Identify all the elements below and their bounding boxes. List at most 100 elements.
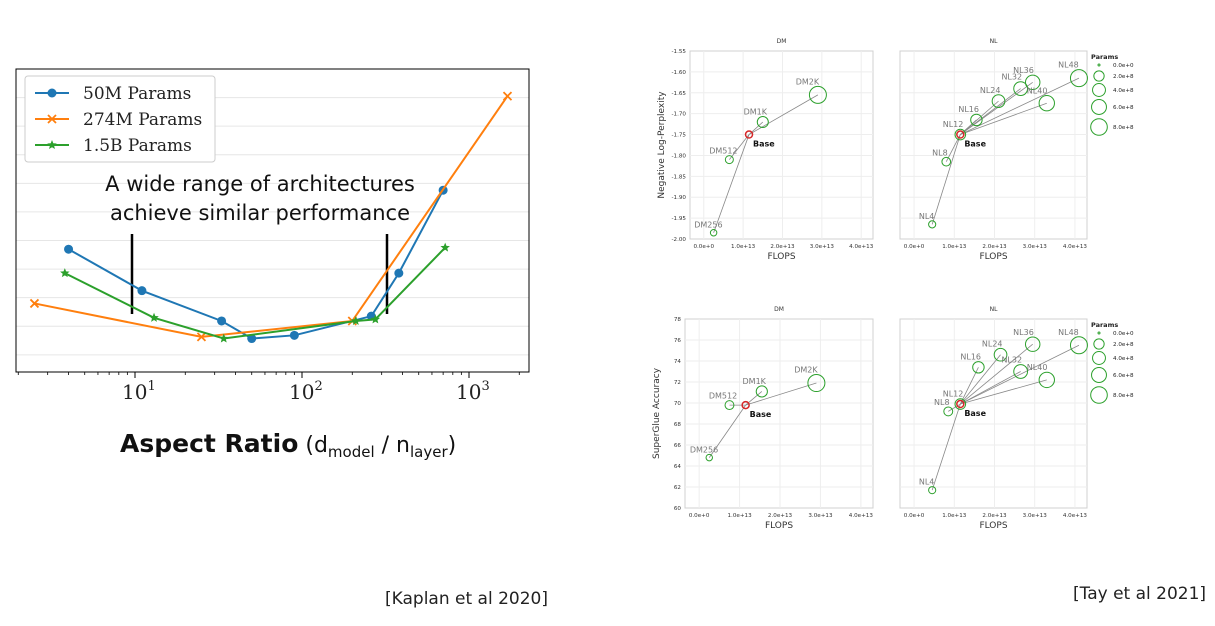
legend-title: Params [1091,53,1118,61]
legend-label: 50M Params [83,84,191,104]
point-label: DM512 [709,147,737,156]
y-tick-label: -1.90 [672,195,687,201]
series-point [351,315,361,326]
legend-size-label: 4.0e+8 [1113,88,1134,94]
data-point [808,85,827,104]
data-point [1069,336,1088,355]
legend-size-circle [1091,99,1107,115]
series-point [137,286,147,296]
point-label: NL4 [919,212,935,221]
connector-line [960,344,1080,405]
legend-size-label: 8.0e+8 [1113,393,1134,399]
legend-size-circle [1097,331,1101,335]
data-point [1013,364,1029,379]
base-point [741,400,750,410]
legend-size-label: 2.0e+8 [1113,74,1134,80]
series-point [370,314,381,324]
x-tick-label: 3.0e+13 [1023,513,1048,519]
y-tick-label: -1.95 [672,216,687,222]
panel-frame [684,318,874,509]
data-point [993,347,1008,362]
connector-line [748,94,819,135]
data-point [807,374,826,393]
y-tick-label: -1.60 [672,70,687,76]
series-line-1 [34,95,509,338]
connector-line [960,100,999,135]
legend-marker [47,114,57,124]
x-tick-label: 1.0e+13 [728,513,753,519]
data-point [724,400,735,411]
legend-label: 1.5B Params [83,136,192,156]
y-tick-label: -1.80 [672,153,687,159]
base-label: Base [964,140,986,149]
tay-scatter-panels: DM 0.0e+0 1.0e+13 2.0e+13 3.0e+13 4.0e+13 FLOP… [652,38,1134,531]
y-tick-label: 68 [674,422,682,428]
panel-title: DM [774,306,784,313]
series-point [196,332,207,342]
y-tick-label: -1.55 [672,49,687,55]
point-label: NL24 [982,339,1003,348]
y-tick-label: 62 [674,485,681,491]
connector-line [948,403,961,412]
x-tick-label: 3.0e+13 [808,513,833,519]
x-tick-label: 4.0e+13 [1063,513,1088,519]
connector-line [708,404,746,458]
y-tick-label: 70 [674,401,682,407]
point-label: NL8 [932,148,948,157]
connector-line [931,134,961,225]
x-tick-label: 103 [456,379,490,404]
x-tick-label: 0.0e+0 [693,244,714,250]
x-tick-label: 4.0e+13 [849,244,874,250]
panel-frame [899,50,1088,240]
aspect-ratio-chart: 101 102 103 A wide range of architectures ac… [15,68,530,461]
connector-line [960,343,1033,405]
connector-line [745,382,817,406]
x-axis-title: Aspect Ratio (dmodel / nlayer) [120,429,456,461]
point-label: NL24 [980,86,1001,95]
series-point [440,242,450,252]
data-point [943,406,954,417]
data-point [991,94,1006,108]
y-tick-label: 66 [674,443,682,449]
point-label: DM1K [743,377,767,386]
y-tick-label: -1.65 [672,91,687,97]
base-label: Base [753,140,775,149]
x-axis-title: FLOPS [767,252,795,262]
y-axis-title: SuperGlue Accuracy [652,367,662,459]
series-point [29,298,40,309]
series-point [502,91,513,101]
point-label: DM2K [794,366,818,375]
scatter-panel-1: DM 0.0e+0 1.0e+13 2.0e+13 3.0e+13 4.0e+13 FLOP… [657,38,874,262]
legend-size-circle [1090,386,1108,404]
legend-box [24,75,216,163]
point-label: DM256 [694,221,722,230]
point-label: DM512 [709,392,737,401]
data-point [709,229,718,237]
panel-title: DM [777,38,787,45]
legend-size-circle [1093,338,1105,350]
y-tick-label: -1.75 [672,133,687,139]
base-point [744,130,754,139]
series-point [60,268,70,278]
data-point [970,113,983,127]
x-tick-label: 3.0e+13 [810,244,835,250]
point-label: NL36 [1013,328,1034,337]
base-point [956,130,965,139]
y-tick-label: 60 [674,506,682,512]
legend-size-label: 4.0e+8 [1113,356,1134,362]
legend-size-label: 2.0e+8 [1113,342,1134,348]
connector-line [713,134,750,233]
legend-marker [47,140,57,150]
series-point [247,334,257,344]
x-tick-label: 0.0e+0 [904,513,925,519]
x-tick-label: 4.0e+13 [849,513,874,519]
y-tick-label: 74 [674,359,682,365]
panel-frame [689,50,874,240]
series-line-2 [64,246,446,340]
point-label: NL16 [960,353,981,362]
base-label: Base [964,409,986,418]
scatter-panel-4: NL 0.0e+0 1.0e+13 2.0e+13 3.0e+13 4.0e+13 FLOP… [899,306,1134,531]
y-tick-label: -1.85 [672,174,687,180]
connector-line [960,354,1001,405]
data-point [1038,95,1055,112]
